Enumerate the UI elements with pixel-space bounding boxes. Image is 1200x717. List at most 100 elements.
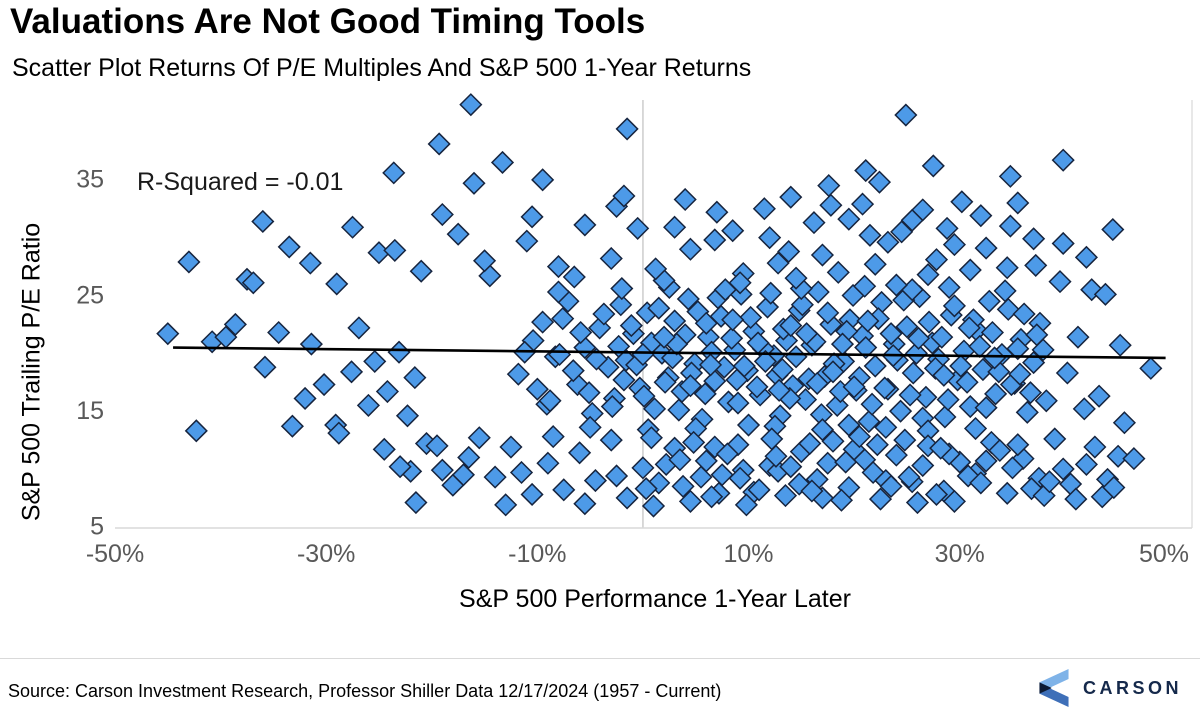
scatter-point (531, 168, 555, 192)
scatter-point (499, 435, 523, 459)
scatter-point (893, 428, 917, 452)
scatter-point (766, 251, 790, 275)
scatter-point (459, 93, 483, 117)
scatter-point (663, 309, 687, 333)
scatter-point (1006, 337, 1030, 361)
scatter-point (619, 314, 643, 338)
scatter-point (950, 190, 974, 214)
scatter-point (634, 477, 658, 501)
scatter-point (779, 185, 803, 209)
scatter-point (490, 150, 515, 175)
scatter-point (726, 391, 750, 415)
scatter-point (678, 237, 703, 261)
carson-logo: CARSON (1037, 666, 1182, 710)
scatter-point (430, 202, 454, 227)
page-title: Valuations Are Not Good Timing Tools (10, 2, 646, 41)
scatter-point (538, 389, 562, 413)
y-axis-title: S&P 500 Trailing P/E Ratio (17, 222, 46, 522)
scatter-point (632, 384, 656, 408)
scatter-point (889, 399, 913, 423)
scatter-point (1106, 444, 1130, 468)
scatter-point (671, 474, 695, 498)
scatter-point (798, 431, 822, 456)
scatter-point (546, 255, 571, 279)
scatter-point (865, 433, 889, 457)
scatter-point (957, 316, 981, 340)
scatter-point (592, 302, 616, 326)
scatter-point (631, 456, 655, 480)
scatter-point (725, 368, 749, 392)
scatter-point (515, 229, 539, 253)
scatter-point (599, 428, 623, 452)
scatter-point (462, 171, 486, 195)
carson-logo-text: CARSON (1082, 677, 1182, 698)
scatter-point (682, 430, 706, 454)
scatter-point (837, 413, 861, 437)
x-tick-label: 50% (1139, 540, 1189, 568)
scatter-point (868, 487, 893, 511)
scatter-point (856, 309, 880, 333)
scatter-point (600, 394, 624, 419)
scatter-point (277, 235, 301, 259)
scatter-point (935, 216, 959, 240)
scatter-point (382, 161, 406, 185)
scatter-point (689, 465, 713, 489)
scatter-point (904, 341, 928, 365)
scatter-point (1015, 400, 1039, 424)
scatter-point (506, 362, 530, 386)
scatter-point (874, 415, 898, 439)
scatter-point (388, 455, 412, 479)
scatter-point (876, 230, 900, 254)
scatter-point (483, 465, 507, 489)
scatter-point (541, 425, 565, 449)
scatter-point (312, 373, 336, 397)
scatter-point (784, 266, 808, 290)
x-axis-title: S&P 500 Performance 1-Year Later (459, 585, 851, 613)
scatter-point (363, 349, 387, 373)
scatter-point (1051, 231, 1075, 255)
scatter-point (1008, 362, 1032, 386)
scatter-point (854, 335, 878, 360)
x-tick-label: -10% (508, 540, 566, 568)
scatter-point (1102, 475, 1126, 500)
scatter-point (795, 322, 819, 346)
scatter-point (758, 226, 782, 250)
scatter-point (819, 193, 843, 217)
scatter-point (974, 449, 998, 473)
scatter-point (457, 445, 481, 469)
scatter-point (1087, 384, 1111, 408)
scatter-point (929, 436, 953, 460)
scatter-point (895, 315, 919, 339)
scatter-point (568, 441, 592, 465)
scatter-point (810, 243, 835, 267)
scatter-point (383, 238, 407, 262)
scatter-point (612, 184, 636, 208)
scatter-point (698, 353, 723, 377)
scatter-point (984, 382, 1008, 406)
scatter-point (847, 425, 871, 449)
footer-divider (0, 658, 1200, 659)
scatter-point (767, 378, 791, 402)
scatter-point (177, 250, 201, 274)
scatter-point (942, 294, 966, 318)
scatter-point (584, 347, 609, 371)
scatter-point (280, 414, 304, 438)
scatter-point (531, 310, 555, 334)
scatter-point (395, 404, 420, 428)
scatter-point (1006, 191, 1030, 215)
scatter-point (409, 259, 433, 283)
scatter-point (834, 450, 858, 474)
scatter-point (561, 359, 585, 383)
scatter-point (980, 320, 1004, 345)
scatter-point (817, 174, 841, 198)
scatter-point (546, 280, 571, 304)
scatter-point (942, 233, 966, 257)
scatter-point (816, 451, 840, 475)
x-tick-label: -50% (86, 540, 144, 568)
scatter-point (536, 451, 560, 475)
scatter-point (930, 325, 954, 349)
scatter-point (851, 192, 875, 216)
y-tick-label: 5 (90, 513, 104, 541)
scatter-chart: 5 15 25 35 -50% -30% -10% 10% 30% 50% (76, 93, 1193, 568)
scatter-point (223, 312, 247, 336)
